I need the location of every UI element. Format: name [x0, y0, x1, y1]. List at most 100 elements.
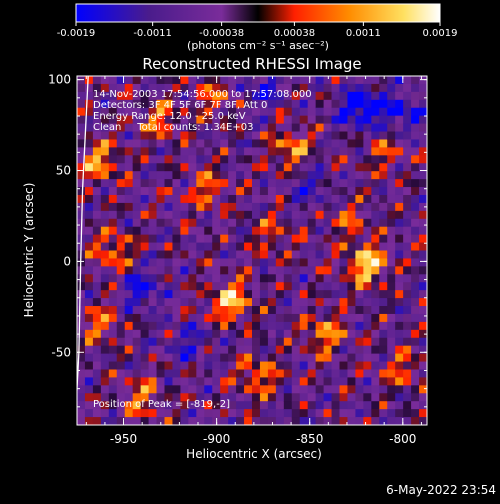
heatmap-cell	[252, 345, 261, 355]
heatmap-cell	[244, 99, 253, 109]
heatmap-cell	[204, 218, 213, 228]
heatmap-cell	[363, 337, 372, 347]
heatmap-cell	[148, 361, 158, 371]
heatmap-cell	[315, 210, 325, 220]
heatmap-cell	[92, 99, 102, 109]
heatmap-cell	[77, 337, 86, 347]
heatmap-cell	[180, 242, 189, 252]
heatmap-cell	[259, 218, 269, 228]
heatmap-cell	[228, 337, 237, 347]
heatmap-cell	[148, 218, 158, 228]
heatmap-cell	[307, 377, 317, 386]
heatmap-cell	[419, 179, 427, 188]
heatmap-cell	[132, 369, 142, 379]
heatmap-cell	[307, 250, 317, 260]
heatmap-cell	[371, 393, 380, 402]
heatmap-cell	[236, 163, 245, 172]
heatmap-cell	[188, 313, 197, 323]
heatmap-cell	[77, 290, 86, 299]
heatmap-cell	[299, 147, 309, 156]
heatmap-cell	[387, 409, 396, 418]
heatmap-cell	[100, 377, 110, 386]
heatmap-cell	[164, 401, 174, 410]
heatmap-cell	[291, 131, 301, 141]
heatmap-cell	[92, 163, 102, 172]
heatmap-cell	[92, 282, 102, 291]
heatmap-cell	[347, 298, 356, 307]
heatmap-cell	[100, 242, 110, 252]
heatmap-cell	[84, 274, 94, 283]
heatmap-cell	[204, 353, 213, 363]
heatmap-cell	[387, 76, 396, 85]
heatmap-cell	[156, 226, 166, 236]
heatmap-cell	[252, 321, 261, 331]
heatmap-cell	[140, 321, 150, 331]
heatmap-cell	[204, 409, 213, 418]
heatmap-cell	[252, 76, 261, 85]
heatmap-cell	[339, 393, 349, 402]
heatmap-cell	[307, 417, 317, 425]
heatmap-cell	[188, 258, 197, 267]
heatmap-cell	[259, 242, 269, 252]
heatmap-cell	[196, 401, 205, 410]
heatmap-cell	[259, 139, 269, 148]
heatmap-cell	[347, 123, 356, 133]
heatmap-cell	[228, 139, 237, 148]
heatmap-cell	[124, 282, 134, 291]
heatmap-cell	[220, 226, 229, 236]
heatmap-cell	[379, 290, 388, 299]
heatmap-cell	[411, 282, 420, 291]
heatmap-cell	[196, 409, 205, 418]
heatmap-cell	[411, 155, 420, 164]
heatmap-cell	[196, 361, 205, 371]
heatmap-cell	[323, 306, 333, 315]
heatmap-cell	[92, 202, 102, 212]
heatmap-cell	[387, 163, 396, 172]
heatmap-cell	[283, 266, 293, 275]
heatmap-cell	[339, 194, 349, 204]
heatmap-cell	[196, 353, 205, 363]
heatmap-cell	[188, 417, 197, 425]
heatmap-cell	[156, 353, 166, 363]
heatmap-cell	[228, 194, 237, 204]
heatmap-cell	[347, 353, 356, 363]
heatmap-cell	[100, 329, 110, 339]
heatmap-cell	[299, 131, 309, 141]
heatmap-cell	[164, 194, 174, 204]
y-axis-label: Heliocentric Y (arcsec)	[22, 183, 36, 318]
heatmap-cell	[92, 226, 102, 236]
heatmap-cell	[347, 83, 356, 93]
heatmap-cell	[291, 179, 301, 188]
heatmap-cell	[132, 353, 142, 363]
heatmap-cell	[283, 210, 293, 220]
heatmap-cell	[275, 107, 285, 117]
heatmap-cell	[419, 393, 427, 402]
heatmap-cell	[236, 147, 245, 156]
heatmap-cell	[244, 187, 253, 196]
heatmap-cell	[100, 385, 110, 394]
heatmap-cell	[156, 409, 166, 418]
heatmap-cell	[244, 226, 253, 236]
heatmap-cell	[244, 298, 253, 307]
heatmap-cell	[188, 194, 197, 204]
heatmap-cell	[92, 313, 102, 323]
heatmap-cell	[196, 76, 205, 85]
heatmap-cell	[419, 91, 427, 101]
heatmap-cell	[188, 147, 197, 156]
heatmap-cell	[403, 306, 412, 315]
heatmap-cell	[212, 194, 221, 204]
heatmap-cell	[140, 337, 150, 347]
heatmap-cell	[172, 369, 181, 379]
heatmap-cell	[252, 187, 261, 196]
heatmap-cell	[339, 234, 349, 244]
heatmap-cell	[291, 290, 301, 299]
heatmap-cell	[252, 139, 261, 148]
heatmap-cell	[403, 147, 412, 156]
heatmap-cell	[196, 329, 205, 339]
heatmap-cell	[180, 234, 189, 244]
heatmap-cell	[92, 179, 102, 188]
heatmap-cell	[339, 76, 349, 85]
plot-frame	[76, 75, 428, 426]
heatmap-cell	[275, 258, 285, 267]
heatmap-cell	[172, 91, 181, 101]
